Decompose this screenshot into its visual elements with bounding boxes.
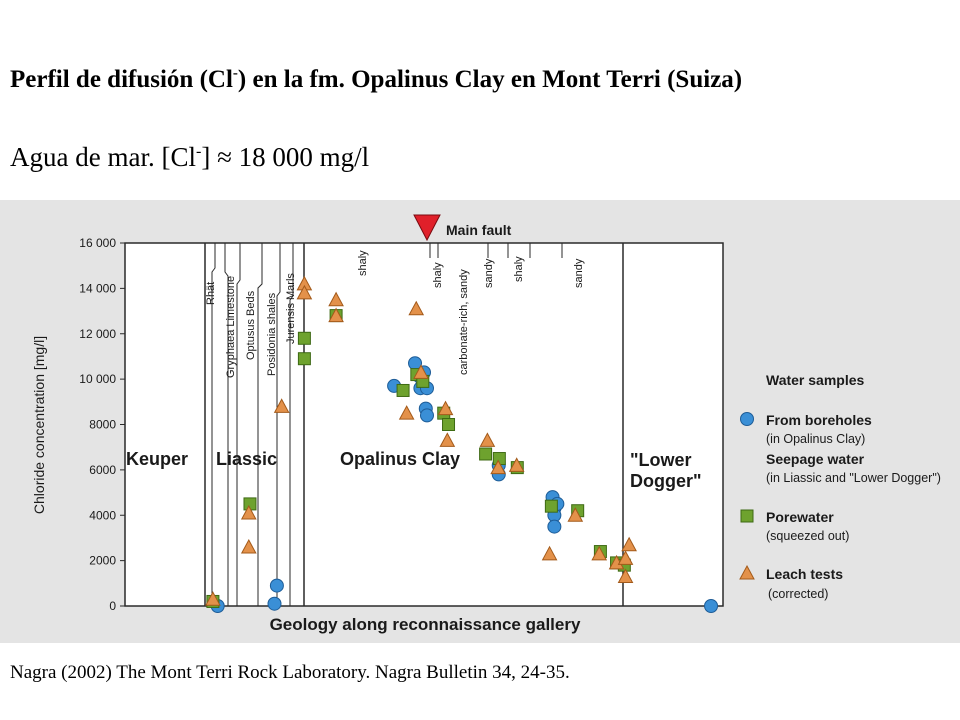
legend-porewater: Porewater bbox=[766, 509, 834, 525]
facies-shaly-1: shaly bbox=[357, 250, 369, 276]
leach-test-point bbox=[617, 568, 634, 584]
porewater-point bbox=[442, 418, 456, 431]
legend-porewater-icon bbox=[740, 509, 754, 523]
data-markers bbox=[205, 275, 719, 613]
facies-shaly-2: shaly bbox=[432, 262, 444, 288]
porewater-point bbox=[297, 331, 311, 345]
y-tick-label: 16 000 bbox=[79, 236, 116, 250]
y-tick-label: 14 000 bbox=[79, 281, 116, 295]
legend-boreholes: From boreholes bbox=[766, 412, 872, 428]
citation: Nagra (2002) The Mont Terri Rock Laborat… bbox=[10, 662, 570, 683]
leach-test-point bbox=[479, 432, 496, 447]
subtitle-prefix: Agua de mar. [Cl bbox=[10, 142, 196, 172]
legend-seepage-note: (in Liassic and "Lower Dogger") bbox=[766, 471, 941, 485]
porewater-point bbox=[396, 383, 410, 397]
legend-porewater-note: (squeezed out) bbox=[766, 529, 849, 543]
leach-test-point bbox=[437, 400, 454, 416]
leach-test-point bbox=[328, 291, 344, 307]
leach-test-point bbox=[490, 459, 506, 475]
subtitle-suffix: ] ≈ 18 000 mg/l bbox=[201, 142, 370, 172]
leach-test-point bbox=[240, 504, 257, 520]
leach-test-point bbox=[273, 398, 290, 413]
legend-seepage: Seepage water bbox=[766, 451, 865, 467]
unit-gryphaea: Gryphaea Limestone bbox=[225, 276, 237, 378]
slide-subtitle: Agua de mar. [Cl-] ≈ 18 000 mg/l bbox=[10, 142, 369, 173]
y-tick-label: 0 bbox=[109, 599, 116, 613]
y-tick-label: 12 000 bbox=[79, 327, 116, 341]
legend-boreholes-note: (in Opalinus Clay) bbox=[766, 432, 865, 446]
borehole-point bbox=[267, 596, 282, 611]
leach-test-point bbox=[567, 507, 584, 522]
borehole-point bbox=[269, 578, 284, 593]
y-tick-label: 2000 bbox=[89, 554, 116, 568]
porewater-point bbox=[544, 499, 558, 513]
y-axis: 0 2000 4000 6000 8000 10 000 12 000 14 000 16 00… bbox=[79, 236, 125, 613]
figure-panel: 0 2000 4000 6000 8000 10 000 12 000 14 000 16 00… bbox=[0, 200, 960, 643]
unit-posidonia: Posidonia shales bbox=[266, 292, 278, 376]
leach-test-point bbox=[591, 545, 608, 561]
borehole-point bbox=[547, 519, 562, 534]
leach-test-point bbox=[296, 284, 313, 300]
y-tick-label: 10 000 bbox=[79, 372, 116, 386]
facies-carbonate: carbonate-rich, sandy bbox=[458, 269, 470, 375]
formation-keuper: Keuper bbox=[126, 449, 188, 469]
legend-leach-icon bbox=[739, 564, 755, 580]
porewater-point bbox=[297, 352, 311, 366]
leach-test-point bbox=[621, 536, 637, 552]
chloride-profile-chart: 0 2000 4000 6000 8000 10 000 12 000 14 000 16 00… bbox=[31, 214, 941, 634]
facies-shaly-3: shaly bbox=[513, 256, 525, 282]
leach-test-point bbox=[413, 364, 429, 379]
title-superscript: - bbox=[232, 65, 238, 82]
unit-optusus: Optusus Beds bbox=[245, 290, 257, 360]
legend: Water samples From boreholes (in Opalinu… bbox=[739, 372, 941, 601]
slide-title: Perfil de difusión (Cl-) en la fm. Opali… bbox=[10, 66, 955, 94]
borehole-point bbox=[419, 408, 434, 423]
unit-rhat: Rhät bbox=[205, 282, 217, 305]
unit-jurensis: Jurensis Marls bbox=[285, 273, 297, 344]
main-fault-label: Main fault bbox=[446, 222, 512, 238]
formation-opalinus: Opalinus Clay bbox=[340, 449, 460, 469]
y-axis-label: Chloride concentration [mg/l] bbox=[31, 336, 47, 514]
leach-test-point bbox=[541, 545, 558, 561]
legend-leach-note: (corrected) bbox=[768, 587, 828, 601]
liassic-subunit-lines bbox=[211, 243, 294, 606]
y-tick-label: 8000 bbox=[89, 418, 116, 432]
subtitle-superscript: - bbox=[195, 142, 202, 160]
leach-test-point bbox=[398, 405, 415, 420]
leach-test-point bbox=[205, 591, 221, 606]
formation-liassic: Liassic bbox=[216, 449, 277, 469]
legend-borehole-icon bbox=[740, 412, 754, 426]
y-tick-label: 6000 bbox=[89, 463, 116, 477]
legend-leach: Leach tests bbox=[766, 566, 843, 582]
porewater-point bbox=[479, 447, 493, 461]
leach-test-point bbox=[240, 538, 257, 554]
legend-title: Water samples bbox=[766, 372, 865, 388]
leach-test-point bbox=[328, 307, 344, 323]
title-prefix: Perfil de difusión (Cl bbox=[10, 66, 233, 93]
opalinus-facies-lines bbox=[429, 243, 563, 258]
leach-test-point bbox=[408, 300, 425, 316]
formation-lower-dogger-2: Dogger" bbox=[630, 471, 702, 491]
formation-lower-dogger-1: "Lower bbox=[630, 450, 692, 470]
facies-sandy-1: sandy bbox=[483, 258, 495, 288]
leach-test-point bbox=[508, 457, 525, 472]
leach-test-point bbox=[617, 550, 634, 565]
leach-test-point bbox=[439, 432, 456, 447]
title-suffix: ) en la fm. Opalinus Clay en Mont Terri … bbox=[237, 66, 743, 93]
x-axis-label: Geology along reconnaissance gallery bbox=[270, 615, 581, 634]
facies-sandy-2: sandy bbox=[573, 258, 585, 288]
borehole-point bbox=[704, 599, 719, 613]
y-tick-label: 4000 bbox=[89, 508, 116, 522]
main-fault-marker bbox=[413, 214, 441, 242]
